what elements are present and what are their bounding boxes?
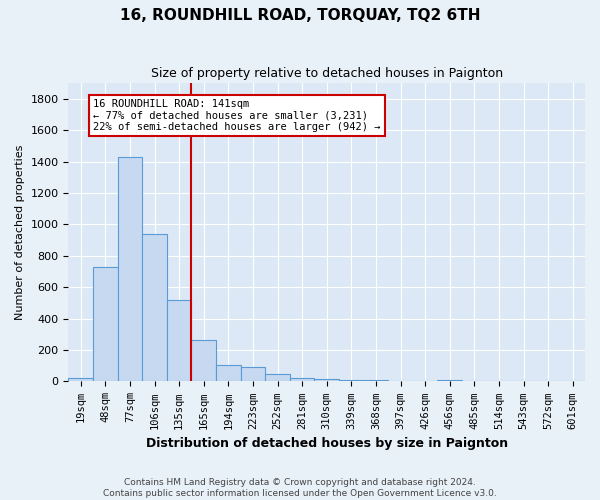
Bar <box>118 157 142 382</box>
Bar <box>388 380 413 382</box>
Bar <box>437 380 462 382</box>
Bar <box>216 365 241 382</box>
Bar <box>413 380 437 382</box>
Title: Size of property relative to detached houses in Paignton: Size of property relative to detached ho… <box>151 68 503 80</box>
Bar <box>93 267 118 382</box>
Bar <box>241 368 265 382</box>
Text: Contains HM Land Registry data © Crown copyright and database right 2024.
Contai: Contains HM Land Registry data © Crown c… <box>103 478 497 498</box>
Bar <box>167 300 191 382</box>
Bar <box>265 374 290 382</box>
Bar <box>364 380 388 382</box>
Bar <box>68 378 93 382</box>
Text: 16, ROUNDHILL ROAD, TORQUAY, TQ2 6TH: 16, ROUNDHILL ROAD, TORQUAY, TQ2 6TH <box>120 8 480 22</box>
Bar <box>314 379 339 382</box>
Bar <box>142 234 167 382</box>
Bar <box>339 380 364 382</box>
Bar <box>290 378 314 382</box>
Text: 16 ROUNDHILL ROAD: 141sqm
← 77% of detached houses are smaller (3,231)
22% of se: 16 ROUNDHILL ROAD: 141sqm ← 77% of detac… <box>93 99 380 132</box>
X-axis label: Distribution of detached houses by size in Paignton: Distribution of detached houses by size … <box>146 437 508 450</box>
Y-axis label: Number of detached properties: Number of detached properties <box>15 144 25 320</box>
Bar <box>191 340 216 382</box>
